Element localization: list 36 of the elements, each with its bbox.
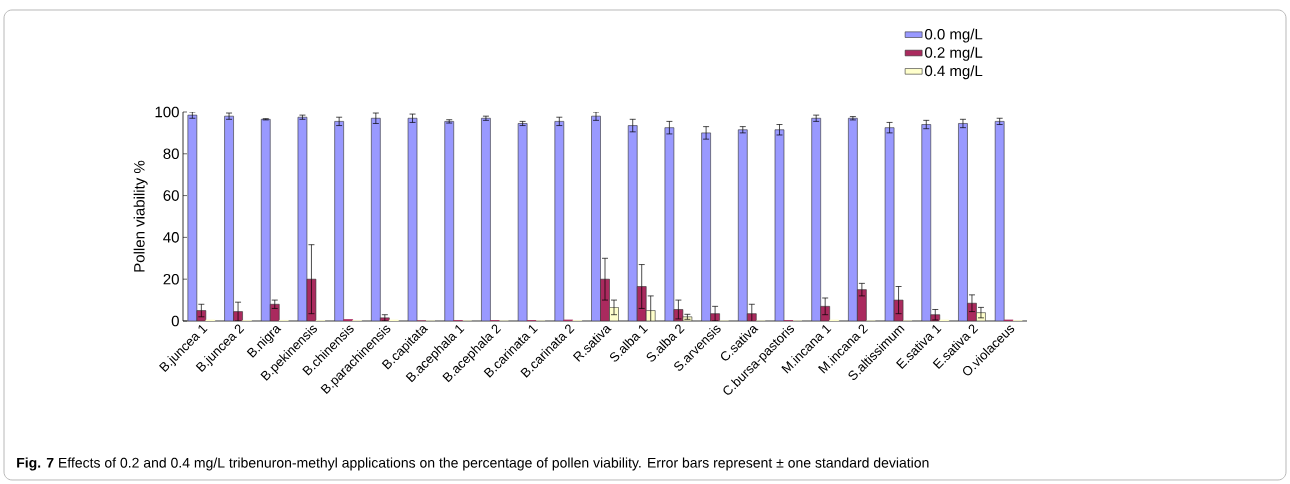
bar (958, 123, 968, 321)
bar (517, 123, 528, 321)
y-tick-label: 100 (155, 106, 179, 118)
bar (554, 121, 565, 321)
bar (591, 115, 601, 321)
bar (444, 121, 455, 321)
bar (407, 117, 418, 321)
bar (774, 129, 785, 321)
bar (334, 121, 344, 321)
bar (269, 303, 280, 321)
y-tick-label: 20 (163, 273, 179, 285)
bar (187, 114, 198, 321)
y-axis-title: Pollen viability % (133, 160, 148, 272)
legend-label: 0.0 mg/L (925, 28, 983, 43)
bar (921, 124, 932, 321)
y-tick-label: 0 (171, 315, 179, 327)
bar (701, 132, 711, 321)
bar (260, 119, 271, 321)
bar (811, 117, 821, 321)
bar (994, 121, 1005, 321)
y-tick-label: 40 (163, 232, 179, 243)
bar (297, 116, 308, 321)
bar (664, 127, 675, 321)
legend-label: 0.4 mg/L (925, 65, 983, 80)
bar (848, 117, 858, 321)
bar (884, 127, 895, 321)
y-tick-label: 80 (163, 148, 179, 160)
bar (371, 117, 381, 321)
bar (481, 117, 491, 321)
text: Fig. 7 Effects of 0.2 and 0.4 mg/L tribenuron-methyl applications on the percentage of pollen viability. Error bars represent ± one standard deviation (17, 457, 929, 471)
bar (737, 129, 748, 321)
bar (857, 289, 867, 321)
legend-label: 0.2 mg/L (925, 46, 983, 61)
bar (627, 125, 638, 321)
y-tick-label: 60 (163, 190, 179, 201)
bar (224, 115, 234, 321)
